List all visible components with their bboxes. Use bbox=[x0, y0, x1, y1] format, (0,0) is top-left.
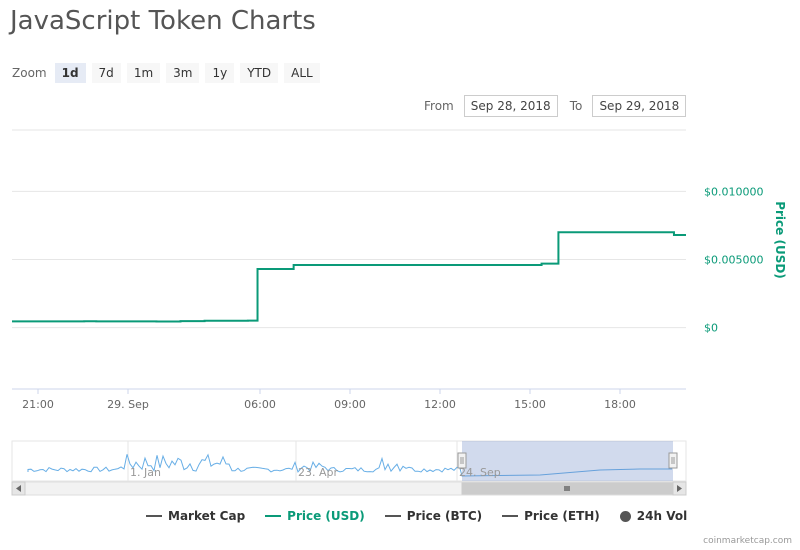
chart-legend: Market Cap Price (USD) Price (BTC) Price… bbox=[146, 509, 687, 523]
navigator[interactable]: 1. Jan 23. Apr 24. Sep bbox=[11, 440, 687, 482]
y-tick-label: $0.010000 bbox=[704, 185, 764, 198]
navigator-selection[interactable] bbox=[462, 441, 673, 481]
x-tick-label: 18:00 bbox=[604, 398, 636, 411]
zoom-3m-button[interactable]: 3m bbox=[166, 63, 200, 83]
line-marker-icon bbox=[384, 515, 401, 517]
page-title: JavaScript Token Charts bbox=[10, 6, 316, 36]
to-date-input[interactable] bbox=[592, 95, 687, 117]
date-range-selector: From To bbox=[424, 95, 687, 117]
line-marker-icon bbox=[265, 515, 282, 517]
x-tick-label: 15:00 bbox=[514, 398, 546, 411]
price-chart: 21:00 29. Sep 06:00 09:00 12:00 15:00 18:00 $0… bbox=[11, 129, 787, 496]
y-tick-label: $0.005000 bbox=[704, 254, 764, 267]
navigator-series-line bbox=[27, 453, 672, 477]
scrollbar[interactable] bbox=[11, 481, 687, 496]
legend-market-cap[interactable]: Market Cap bbox=[146, 509, 245, 523]
from-label: From bbox=[424, 99, 454, 113]
line-marker-icon bbox=[146, 515, 162, 517]
zoom-1y-button[interactable]: 1y bbox=[205, 63, 235, 83]
y-tick-label: $0 bbox=[704, 322, 718, 335]
y-axis-title: Price (USD) bbox=[773, 201, 787, 279]
navigator-label: 23. Apr bbox=[298, 466, 338, 479]
scroll-right-button[interactable] bbox=[672, 481, 687, 496]
zoom-all-button[interactable]: ALL bbox=[284, 63, 320, 83]
navigator-label: 24. Sep bbox=[459, 466, 501, 479]
zoom-7d-button[interactable]: 7d bbox=[91, 63, 121, 83]
legend-price-usd[interactable]: Price (USD) bbox=[265, 509, 365, 523]
dot-marker-icon bbox=[619, 510, 631, 522]
x-tick-label: 06:00 bbox=[244, 398, 276, 411]
navigator-background bbox=[11, 440, 687, 482]
navigator-right-handle[interactable] bbox=[668, 452, 678, 469]
credit-text: coinmarketcap.com bbox=[703, 536, 792, 546]
zoom-1d-button[interactable]: 1d bbox=[54, 63, 86, 83]
x-tick-label: 21:00 bbox=[22, 398, 54, 411]
price-usd-series-line[interactable] bbox=[12, 231, 686, 323]
legend-price-btc[interactable]: Price (BTC) bbox=[384, 509, 482, 523]
zoom-selector: Zoom 1d 7d 1m 3m 1y YTD ALL bbox=[12, 63, 320, 83]
navigator-label: 1. Jan bbox=[130, 466, 161, 479]
x-tick-label: 09:00 bbox=[334, 398, 366, 411]
x-tick-label: 12:00 bbox=[424, 398, 456, 411]
zoom-1m-button[interactable]: 1m bbox=[126, 63, 161, 83]
zoom-label: Zoom bbox=[12, 66, 47, 80]
line-marker-icon bbox=[502, 515, 519, 517]
from-date-input[interactable] bbox=[463, 95, 558, 117]
legend-24h-vol[interactable]: 24h Vol bbox=[619, 509, 687, 523]
navigator-left-handle[interactable] bbox=[457, 452, 467, 469]
to-label: To bbox=[569, 99, 583, 113]
x-tick-label: 29. Sep bbox=[107, 398, 149, 411]
zoom-ytd-button[interactable]: YTD bbox=[240, 63, 279, 83]
scroll-left-button[interactable] bbox=[11, 481, 26, 496]
legend-price-eth[interactable]: Price (ETH) bbox=[502, 509, 600, 523]
